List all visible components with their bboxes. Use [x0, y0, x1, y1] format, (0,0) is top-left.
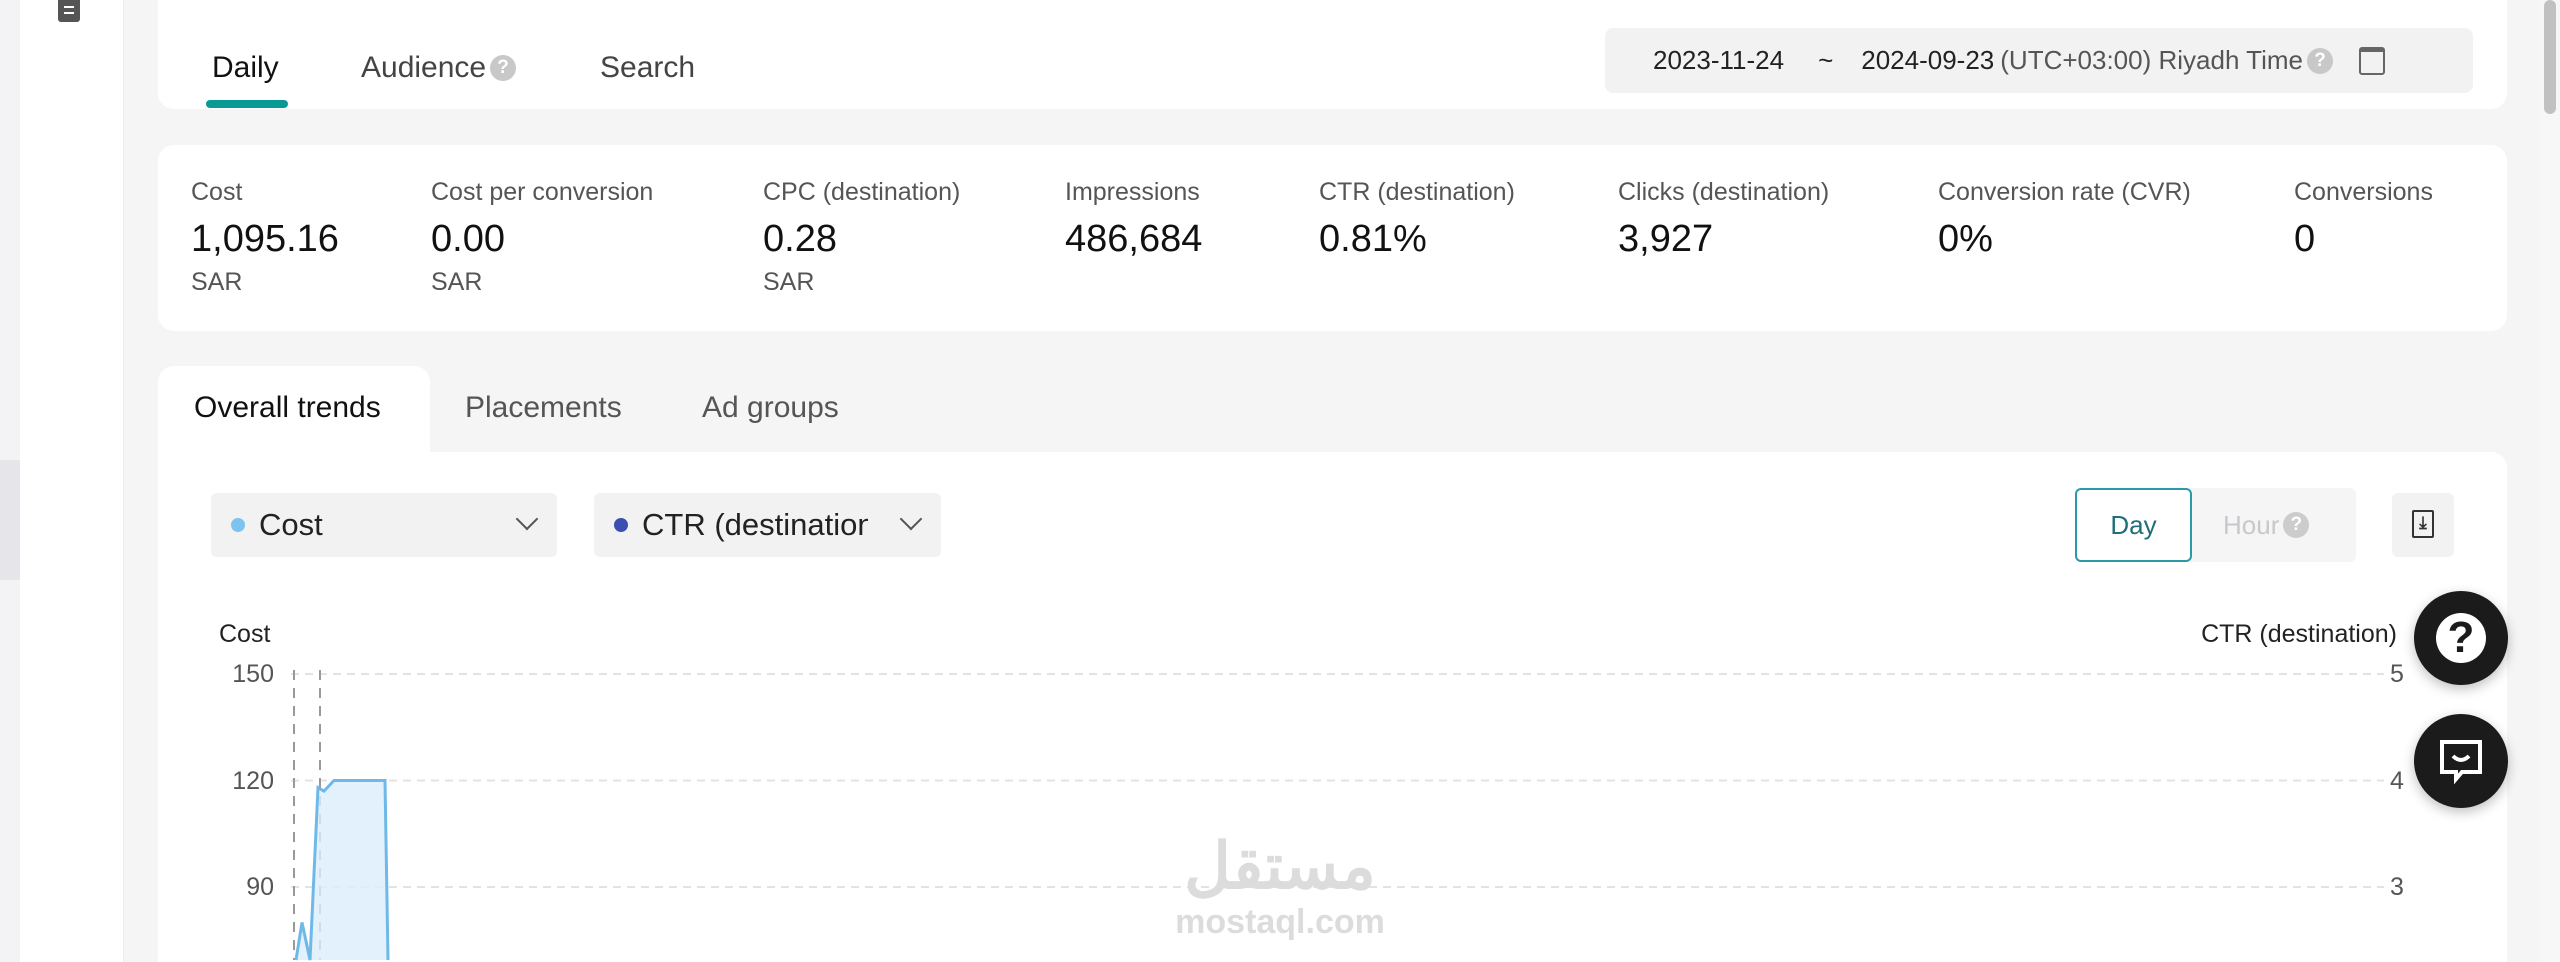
- tab-search[interactable]: Search: [600, 51, 696, 84]
- help-icon[interactable]: ?: [490, 55, 517, 81]
- metric-clicks[interactable]: Clicks (destination) 3,927: [1618, 177, 1829, 261]
- start-date: 2023-11-24: [1653, 45, 1785, 75]
- granularity-toggle: Day Hour?: [2075, 488, 2356, 562]
- left-tick-label: 90: [246, 873, 274, 901]
- metric2-select-value: CTR (destination): [642, 507, 868, 542]
- metric-cost[interactable]: Cost 1,095.16 SAR: [191, 177, 339, 297]
- metric-label: Clicks (destination): [1618, 178, 1830, 206]
- metric-value: 0.28: [763, 218, 837, 260]
- metric-cvr[interactable]: Conversion rate (CVR) 0%: [1938, 177, 2191, 261]
- tab-overall-trends[interactable]: Overall trends: [194, 391, 381, 424]
- date-range-picker[interactable]: 2023-11-24 ~ 2024-09-23 (UTC+03:00) Riya…: [1605, 28, 2473, 93]
- question-icon: ?: [2436, 613, 2486, 663]
- metric-cost-per-conversion[interactable]: Cost per conversion 0.00 SAR: [431, 177, 653, 297]
- sidebar: [0, 0, 124, 962]
- metric-unit: SAR: [431, 268, 483, 296]
- series-color-dot: [231, 518, 245, 532]
- document-icon[interactable]: [58, 0, 80, 22]
- timezone: (UTC+03:00) Riyadh Time: [2000, 45, 2303, 75]
- metric-cpc[interactable]: CPC (destination) 0.28 SAR: [763, 177, 960, 297]
- help-icon[interactable]: ?: [2283, 512, 2310, 538]
- metric-value: 486,684: [1065, 218, 1203, 260]
- right-tick-label: 3: [2390, 873, 2404, 901]
- metric-conversions[interactable]: Conversions 0: [2294, 177, 2433, 261]
- metric-unit: SAR: [191, 268, 243, 296]
- active-tab-indicator: [206, 100, 288, 108]
- end-date: 2024-09-23: [1861, 45, 1995, 75]
- metric-ctr[interactable]: CTR (destination) 0.81%: [1319, 177, 1515, 261]
- hour-button[interactable]: Hour?: [2223, 488, 2310, 562]
- left-axis-title: Cost: [219, 620, 271, 648]
- metric-label: CPC (destination): [763, 178, 961, 206]
- tab-placements[interactable]: Placements: [465, 391, 622, 424]
- download-icon: ⤓: [2412, 510, 2434, 538]
- scrollbar-thumb[interactable]: [2544, 0, 2556, 114]
- left-tick-label: 150: [232, 660, 274, 688]
- sidebar-rail: [0, 0, 20, 962]
- cost-area: [296, 780, 388, 960]
- metric1-select-value: Cost: [259, 507, 323, 542]
- download-button[interactable]: ⤓: [2392, 493, 2454, 557]
- metric-value: 0: [2294, 218, 2316, 260]
- metric-impressions[interactable]: Impressions 486,684: [1065, 177, 1202, 261]
- chat-button[interactable]: [2414, 714, 2508, 808]
- calendar-icon[interactable]: [2359, 46, 2385, 75]
- metric-label: Conversions: [2294, 178, 2433, 206]
- day-button[interactable]: Day: [2075, 488, 2192, 562]
- tab-overall-trends-bg: [158, 366, 430, 466]
- metric-value: 1,095.16: [191, 218, 339, 260]
- hour-label: Hour: [2223, 510, 2280, 540]
- metric2-select[interactable]: CTR (destination): [594, 493, 941, 557]
- metric-label: Cost per conversion: [431, 178, 654, 206]
- metric-unit: SAR: [763, 268, 815, 296]
- sidebar-rail-selected[interactable]: [0, 460, 20, 580]
- metric-label: Cost: [191, 178, 243, 206]
- tab-audience-label: Audience: [361, 51, 487, 84]
- help-button[interactable]: ?: [2414, 591, 2508, 685]
- date-separator: ~: [1818, 45, 1834, 75]
- metric-label: Impressions: [1065, 178, 1200, 206]
- metric-value: 3,927: [1618, 218, 1714, 260]
- tab-audience[interactable]: Audience?: [361, 50, 517, 86]
- scrollbar[interactable]: [2540, 0, 2560, 962]
- metric1-select[interactable]: Cost: [211, 493, 557, 557]
- metric-label: Conversion rate (CVR): [1938, 178, 2191, 206]
- metric-value: 0.00: [431, 218, 505, 260]
- series-color-dot: [614, 518, 628, 532]
- tab-daily[interactable]: Daily: [212, 51, 279, 84]
- left-tick-label: 120: [232, 766, 274, 795]
- metric-value: 0.81%: [1319, 218, 1427, 260]
- metrics-summary-card: Cost 1,095.16 SAR Cost per conversion 0.00 S…: [158, 145, 2507, 331]
- right-tick-label: 4: [2390, 766, 2404, 795]
- metric-label: CTR (destination): [1319, 178, 1515, 206]
- right-axis-title: CTR (destination): [2201, 620, 2397, 648]
- metric-value: 0%: [1938, 218, 1993, 260]
- chat-icon: [2440, 740, 2482, 784]
- right-tick-label: 5: [2390, 660, 2404, 688]
- timezone-help-icon[interactable]: ?: [2307, 47, 2333, 74]
- tab-ad-groups[interactable]: Ad groups: [702, 391, 839, 424]
